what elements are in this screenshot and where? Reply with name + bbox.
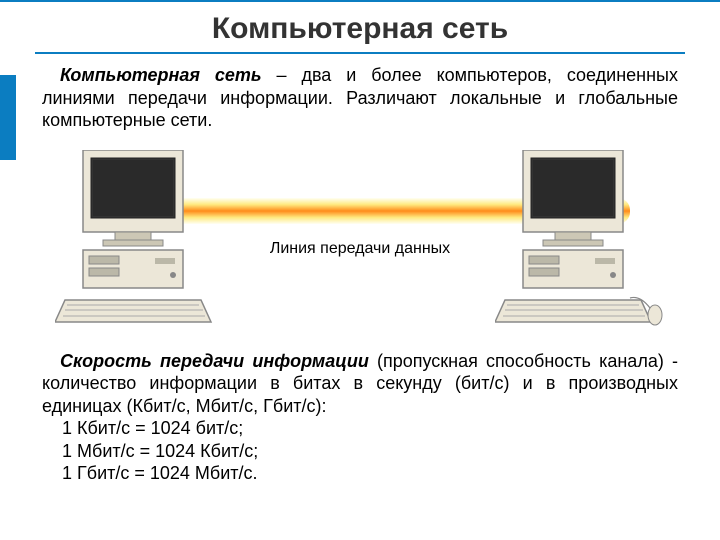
unit-line: 1 Гбит/с = 1024 Мбит/с. <box>42 463 258 483</box>
definition-term: Компьютерная сеть <box>60 65 262 85</box>
definition-paragraph: Компьютерная сеть – два и более компьюте… <box>0 64 720 132</box>
computer-left-icon <box>55 150 215 335</box>
unit-line: 1 Мбит/с = 1024 Кбит/с; <box>42 441 258 461</box>
speed-paragraph: Скорость передачи информации (пропускная… <box>0 350 720 485</box>
network-diagram: Линия передачи данных <box>0 140 720 340</box>
page-title: Компьютерная сеть <box>0 0 720 46</box>
computer-right-icon <box>495 150 665 335</box>
unit-line: 1 Кбит/с = 1024 бит/с; <box>42 418 243 438</box>
title-underline <box>35 52 685 54</box>
top-accent-bar <box>0 0 720 2</box>
speed-term: Скорость передачи информации <box>60 351 369 371</box>
